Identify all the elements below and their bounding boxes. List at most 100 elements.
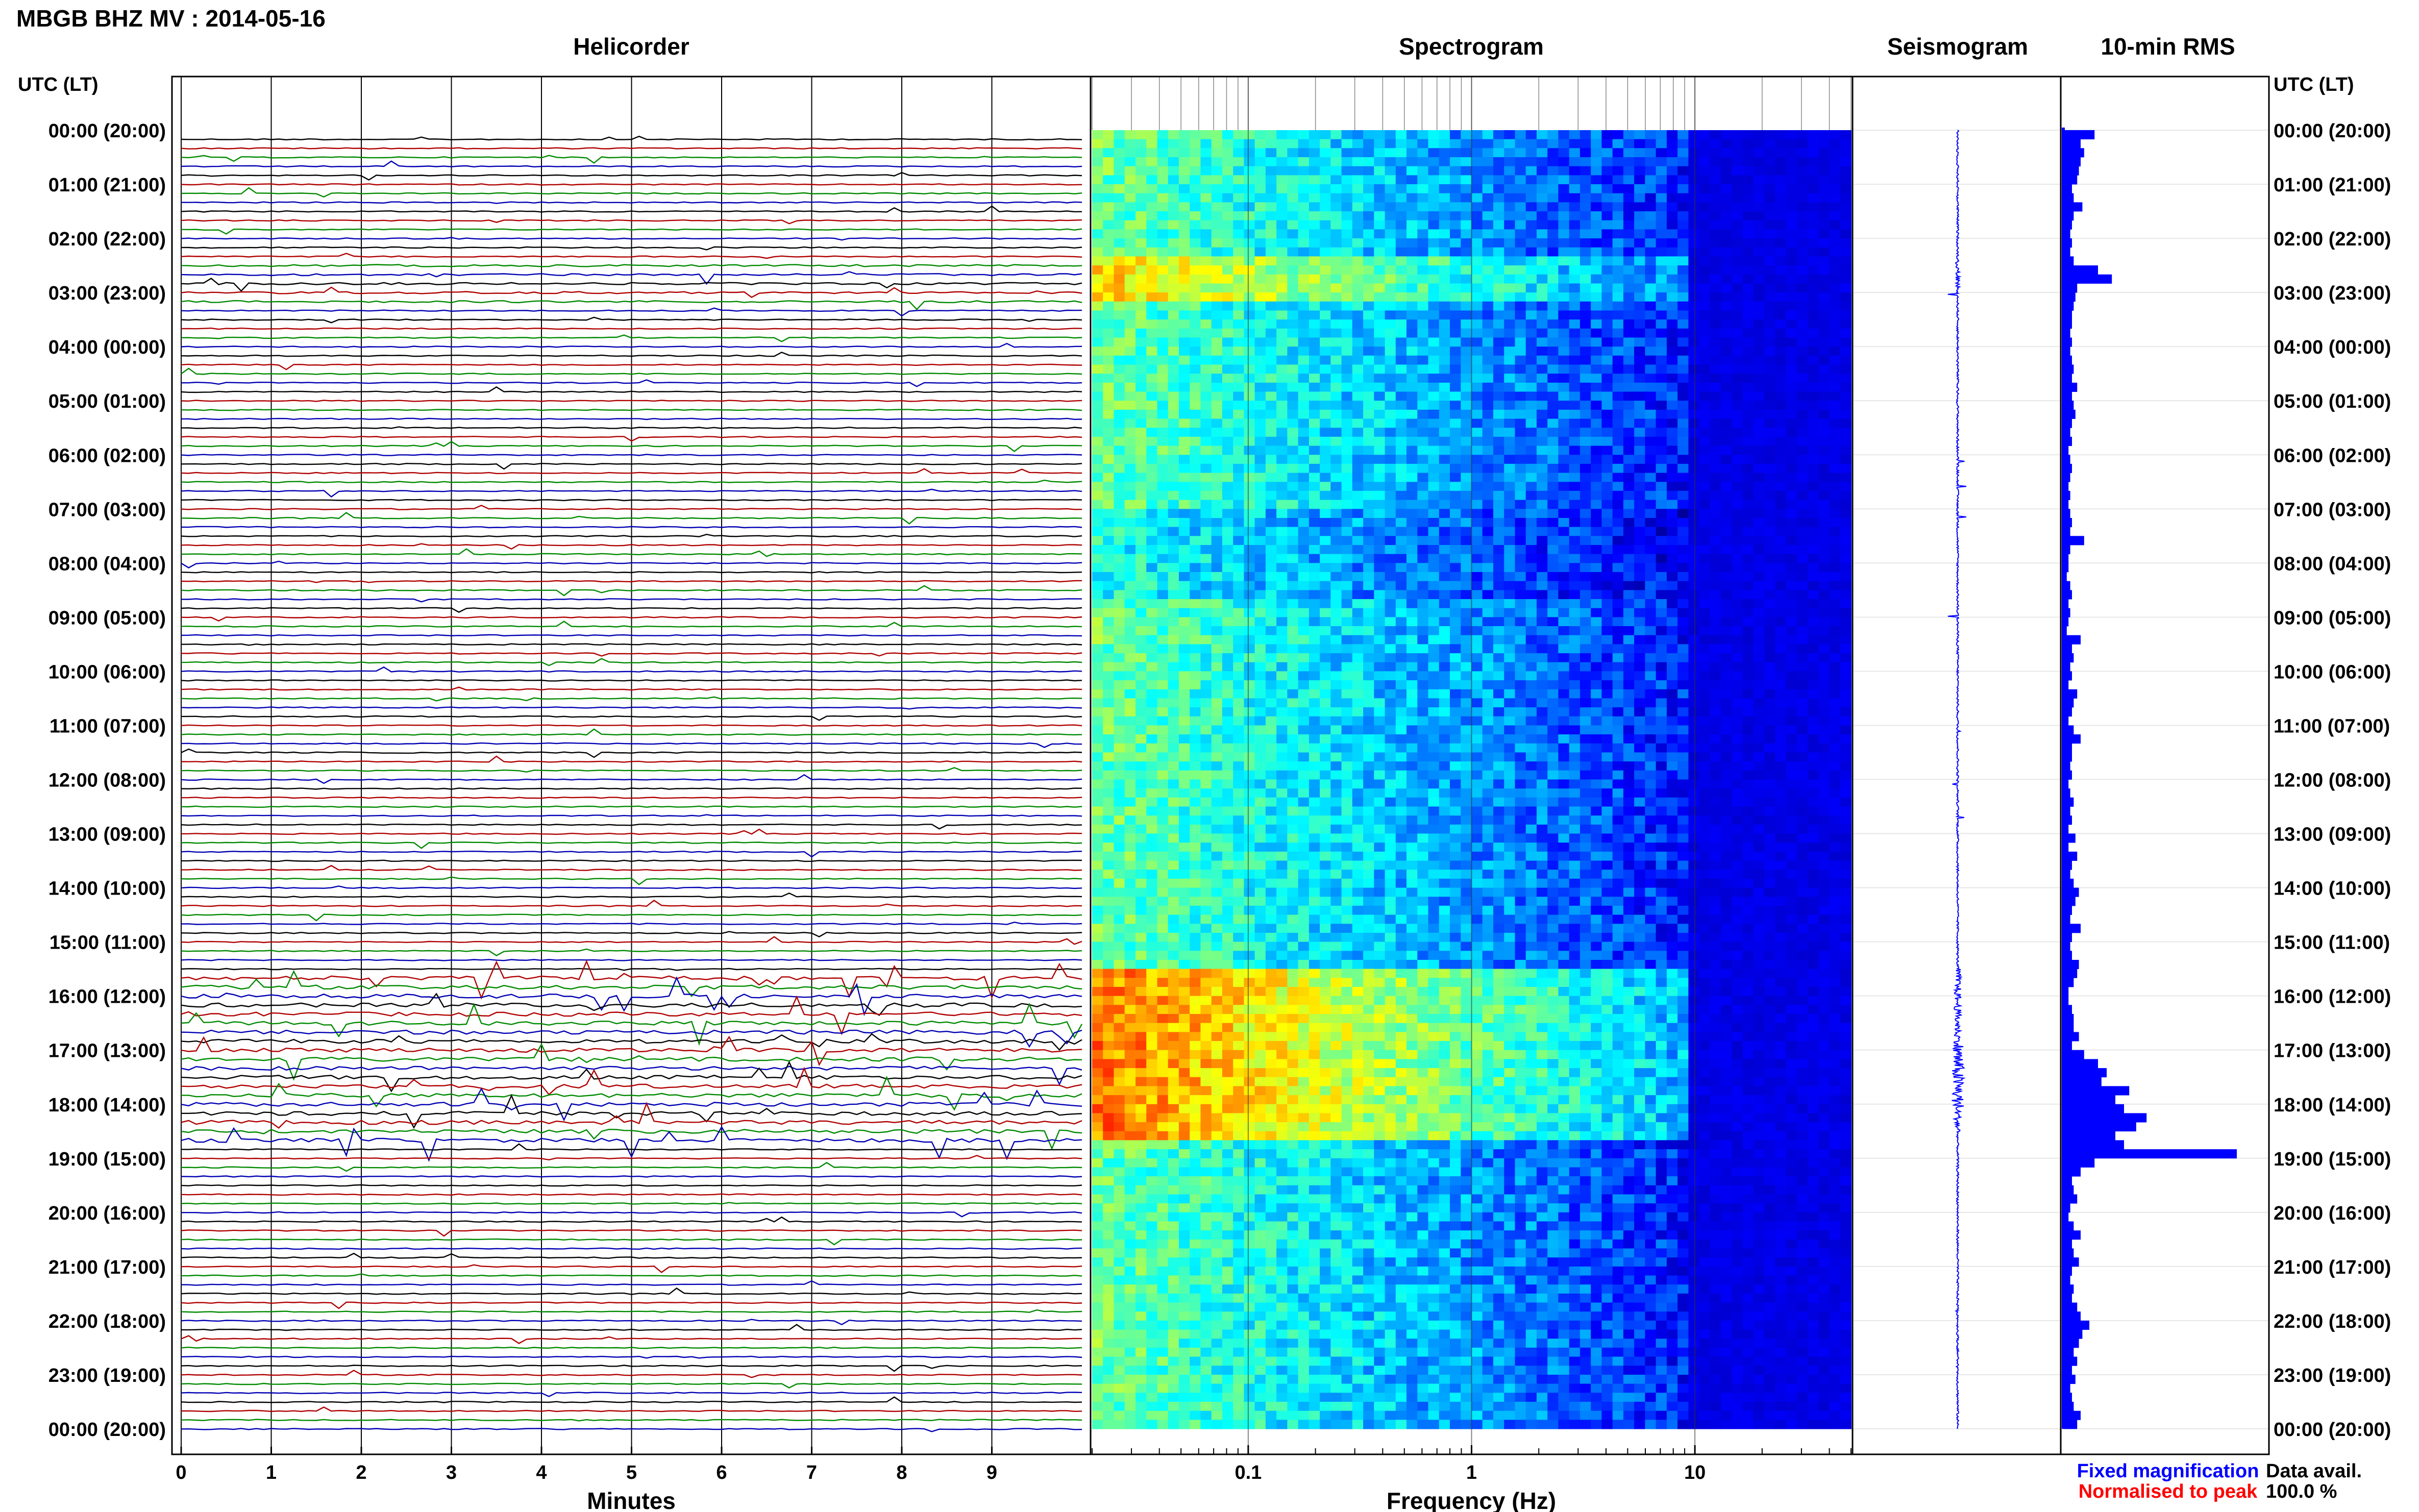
seismogram-trace (1947, 130, 1967, 1429)
helicorder-trace (181, 253, 1082, 259)
rms-bar (2063, 509, 2070, 518)
spectrogram-row (1092, 897, 1852, 906)
spectrogram-row (1092, 1059, 1852, 1069)
spectrogram-row (1092, 445, 1852, 455)
rms-bar (2063, 960, 2079, 970)
rms-bar (2063, 1393, 2072, 1402)
helicorder-trace (181, 900, 1082, 908)
rms-bar (2063, 1302, 2078, 1312)
rms-bar (2063, 374, 2072, 383)
helicorder-trace (181, 976, 1082, 1017)
spectrogram-row (1092, 1086, 1852, 1096)
rms-bar (2063, 887, 2079, 897)
helicorder-trace (181, 1355, 1082, 1359)
spectrogram-row (1092, 761, 1852, 771)
spectrogram-row (1092, 680, 1852, 690)
spectrogram-row (1092, 752, 1852, 762)
helicorder-trace (181, 755, 1082, 763)
rms-bar (2063, 418, 2072, 428)
spectrogram-row (1092, 797, 1852, 807)
left-time-tick-label: 12:00 (08:00) (48, 770, 166, 791)
right-time-tick-label: 16:00 (12:00) (2274, 986, 2391, 1008)
spectrogram-row (1092, 1167, 1852, 1177)
spectrogram-row (1092, 1347, 1852, 1357)
helicorder-trace (181, 715, 1082, 721)
helicorder-trace (181, 679, 1082, 682)
spectrogram-row (1092, 1149, 1852, 1159)
spectrogram-row (1092, 924, 1852, 933)
rms-bar (2063, 1356, 2078, 1366)
spectrogram-row (1092, 1356, 1852, 1366)
helicorder-trace (181, 686, 1082, 691)
spectrogram-row (1092, 969, 1852, 978)
helicorder-trace (181, 658, 1082, 666)
helicorder-trace (181, 300, 1082, 310)
spectrogram-row (1092, 1293, 1852, 1303)
left-time-axis: 00:00 (20:00) 01:00 (21:00) 02:00 (22:00) 0… (48, 120, 180, 1441)
spectrogram-row (1092, 905, 1852, 915)
helicorder-trace (181, 993, 1082, 1017)
helicorder-trace (181, 386, 1082, 393)
rms-bar (2063, 617, 2069, 627)
helicorder-trace (181, 1335, 1082, 1344)
helicorder-trace (181, 334, 1082, 342)
rms-bar (2063, 1266, 2072, 1276)
spectrogram-row (1092, 554, 1852, 563)
spectrogram-row (1092, 851, 1852, 861)
helicorder-trace (181, 479, 1082, 483)
rms-bar (2063, 1402, 2074, 1411)
spectrogram-row (1092, 1176, 1852, 1186)
spectrogram-row (1092, 1257, 1852, 1267)
helicorder-trace (181, 379, 1082, 387)
spectrogram-row (1092, 527, 1852, 536)
helicorder-trace (181, 1280, 1082, 1286)
helicorder-trace (181, 187, 1082, 198)
helicorder-trace (181, 526, 1082, 529)
helicorder-trace (181, 205, 1082, 213)
helicorder-trace (181, 1428, 1082, 1432)
helicorder-trace (181, 237, 1082, 241)
right-time-tick-label: 22:00 (18:00) (2274, 1311, 2391, 1332)
spectrogram-row (1092, 734, 1852, 744)
helicorder-trace (181, 892, 1082, 898)
helicorder-xtick-label: 6 (716, 1462, 727, 1483)
spectrogram-row (1092, 157, 1852, 167)
helicorder-trace (181, 1211, 1082, 1218)
helicorder-trace (181, 796, 1082, 799)
spectrogram-row (1092, 166, 1852, 176)
left-time-tick-label: 04:00 (00:00) (48, 337, 166, 358)
rms-bar (2063, 833, 2076, 843)
rms-bar (2063, 590, 2072, 600)
rms-bar (2063, 815, 2072, 825)
spectrogram-row (1092, 473, 1852, 482)
helicorder-trace (181, 488, 1082, 498)
rms-bar (2063, 1149, 2237, 1159)
spectrogram-row (1092, 779, 1852, 789)
helicorder-trace (181, 435, 1082, 442)
spectrogram-row (1092, 1230, 1852, 1240)
rms-bar (2063, 256, 2074, 266)
spectrogram-row (1092, 1185, 1852, 1195)
rms-bar (2063, 355, 2072, 365)
spectrogram-row (1092, 229, 1852, 239)
rms-bar (2063, 1167, 2081, 1177)
helicorder-trace (181, 499, 1082, 502)
helicorder-trace (181, 814, 1082, 817)
helicorder-trace (181, 228, 1082, 235)
helicorder-trace (181, 850, 1082, 858)
spectrogram-row (1092, 1393, 1852, 1402)
helicorder-trace (181, 1060, 1082, 1093)
rms-bar (2063, 1113, 2147, 1123)
left-time-tick-label: 09:00 (05:00) (48, 607, 166, 629)
helicorder-trace (181, 585, 1082, 597)
helicorder-trace (181, 417, 1082, 420)
rms-bar (2063, 743, 2072, 753)
rms-bar (2063, 870, 2070, 879)
spectrogram-row (1092, 887, 1852, 897)
helicorder-trace (181, 1143, 1082, 1151)
rms-bar (2063, 473, 2070, 482)
rms-bar (2063, 860, 2072, 870)
left-time-tick-label: 23:00 (19:00) (48, 1365, 166, 1386)
rms-bar (2063, 933, 2072, 943)
rms-bar (2063, 1068, 2107, 1078)
